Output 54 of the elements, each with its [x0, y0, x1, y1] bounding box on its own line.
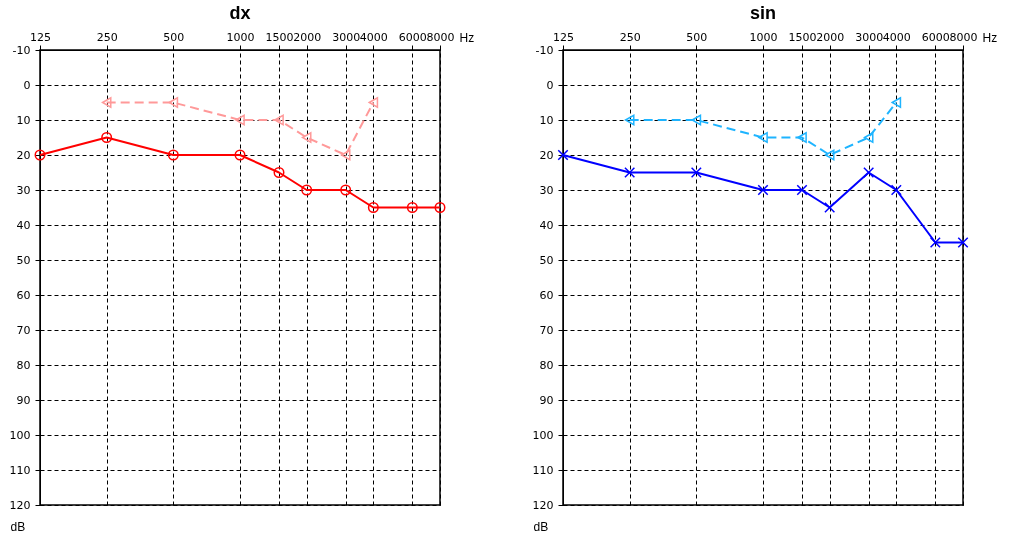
x-tick-label: 3000	[855, 30, 884, 44]
x-tick-label: 125	[30, 30, 51, 44]
y-tick-label: 30	[16, 183, 31, 197]
chart-title: sin	[749, 3, 777, 23]
x-tick-label: 1000	[226, 30, 255, 44]
x-tick-label: 6000	[921, 30, 950, 44]
y-tick-label: 10	[539, 113, 554, 127]
y-tick-label: -10	[12, 43, 31, 57]
chart-title: dx	[229, 3, 251, 23]
x-tick-label: 1500	[265, 30, 294, 44]
y-tick-label: 60	[539, 288, 554, 302]
x-tick-label: 2000	[816, 30, 845, 44]
y-tick-label: 40	[16, 218, 31, 232]
y-tick-label: 0	[546, 78, 554, 92]
y-tick-label: 70	[539, 323, 554, 337]
x-tick-label: 8000	[426, 30, 455, 44]
y-tick-label: 80	[539, 358, 554, 372]
y-tick-label: 10	[16, 113, 31, 127]
x-tick-label: 250	[619, 30, 641, 44]
x-tick-label: 500	[686, 30, 708, 44]
x-tick-label: 4000	[882, 30, 911, 44]
y-tick-label: -10	[535, 43, 554, 57]
y-tick-label: 110	[532, 463, 554, 477]
y-tick-label: 100	[532, 428, 554, 442]
y-tick-label: 110	[9, 463, 31, 477]
x-tick-label: 6000	[398, 30, 427, 44]
x-axis-title: Hz	[459, 30, 475, 45]
x-tick-label: 2000	[293, 30, 322, 44]
x-tick-label: 3000	[332, 30, 361, 44]
y-tick-label: 0	[23, 78, 31, 92]
y-tick-label: 30	[539, 183, 554, 197]
y-tick-label: 90	[16, 393, 31, 407]
x-axis-title: Hz	[982, 30, 998, 45]
y-tick-label: 100	[9, 428, 31, 442]
y-tick-label: 50	[539, 253, 554, 267]
x-tick-label: 250	[96, 30, 118, 44]
x-tick-label: 500	[163, 30, 185, 44]
x-tick-label: 1000	[749, 30, 778, 44]
x-tick-label: 125	[553, 30, 574, 44]
y-tick-label: 40	[539, 218, 554, 232]
y-tick-label: 20	[16, 148, 31, 162]
y-axis-title: dB	[10, 519, 26, 534]
y-tick-label: 70	[16, 323, 31, 337]
x-tick-label: 1500	[788, 30, 817, 44]
y-tick-label: 20	[539, 148, 554, 162]
y-tick-label: 120	[532, 498, 554, 512]
y-axis-title: dB	[533, 519, 549, 534]
x-tick-label: 4000	[359, 30, 388, 44]
y-tick-label: 60	[16, 288, 31, 302]
y-tick-label: 90	[539, 393, 554, 407]
y-tick-label: 120	[9, 498, 31, 512]
x-tick-label: 8000	[949, 30, 978, 44]
y-tick-label: 50	[16, 253, 31, 267]
y-tick-label: 80	[16, 358, 31, 372]
